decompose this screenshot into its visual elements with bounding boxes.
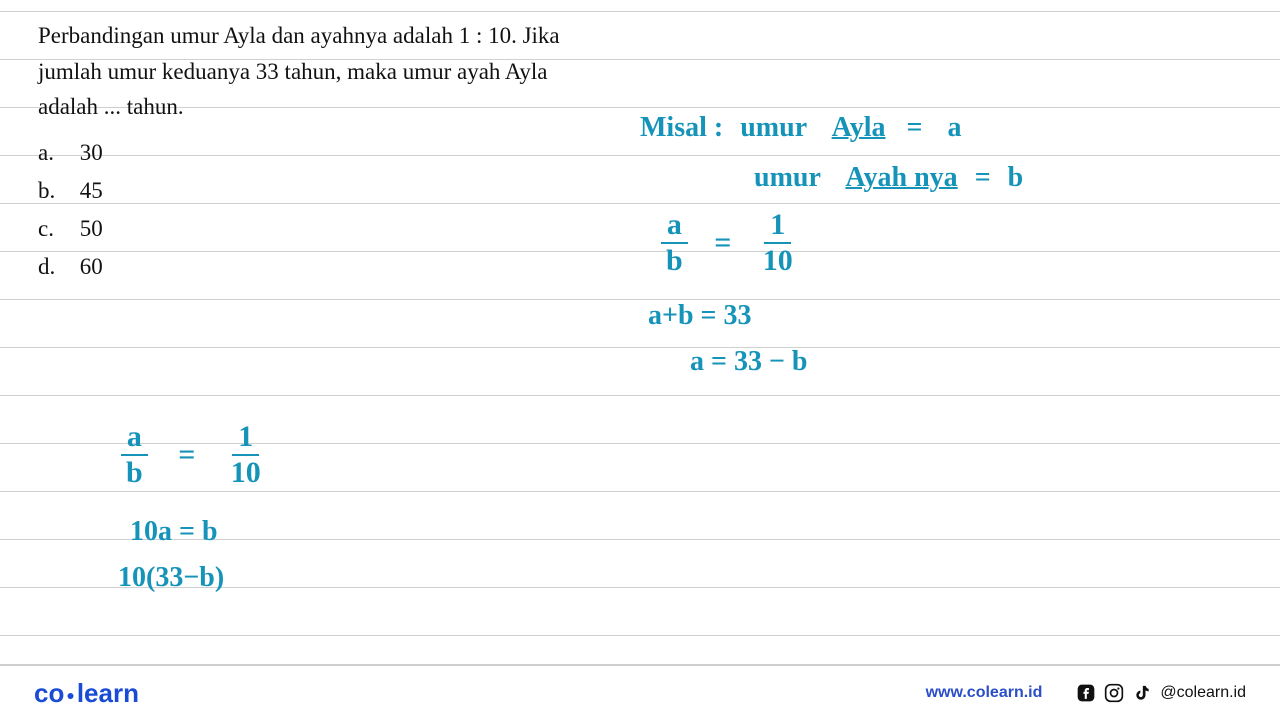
logo-learn: learn [77,678,139,708]
handwriting-fraction-left: a b = 1 10 [120,422,267,488]
handwriting-sum: a+b = 33 [648,300,751,332]
tiktok-icon [1132,683,1152,703]
option-value: 30 [80,140,103,165]
frac-num: a [661,210,688,244]
frac-den: 10 [757,244,799,276]
fraction-right: 1 10 [757,210,799,276]
option-value: 45 [80,178,103,203]
option-value: 50 [80,216,103,241]
facebook-icon [1076,683,1096,703]
option-c: c. 50 [38,210,103,248]
frac-den: b [120,456,149,488]
question-text: Perbandingan umur Ayla dan ayahnya adala… [38,18,598,125]
fraction-left2: a b [120,422,149,488]
handwriting-misal-line1: Misal : umur Ayla = a [640,112,962,144]
frac-den: 10 [225,456,267,488]
hw-text: a [948,112,962,143]
frac-num: 1 [764,210,791,244]
hw-text: Ayah nya [845,162,957,193]
hw-text: umur [754,162,820,193]
option-letter: d. [38,248,74,286]
footer-handle: @colearn.id [1160,684,1246,702]
option-letter: b. [38,172,74,210]
handwriting-a-expr: a = 33 − b [690,346,807,378]
fraction-left: a b [660,210,689,276]
footer-socials: @colearn.id [1076,683,1246,703]
footer-right: www.colearn.id @colearn.id [926,683,1246,703]
option-d: d. 60 [38,248,103,286]
frac-den: b [660,244,689,276]
instagram-icon [1104,683,1124,703]
hw-text: Misal : [640,112,723,143]
hw-text: = [178,438,195,471]
frac-num: a [121,422,148,456]
handwriting-misal-line2: umur Ayah nya = b [754,162,1023,194]
fraction-right2: 1 10 [225,422,267,488]
footer-bar: co●learn www.colearn.id @colearn.id [0,664,1280,720]
logo-co: co [34,678,64,708]
footer-url: www.colearn.id [926,684,1043,702]
hw-text: = [975,162,991,193]
option-letter: a. [38,134,74,172]
handwriting-10a: 10a = b [130,516,218,548]
hw-text: umur [740,112,806,143]
frac-num: 1 [232,422,259,456]
option-b: b. 45 [38,172,103,210]
colearn-logo: co●learn [34,678,139,709]
handwriting-fraction-ab: a b = 1 10 [660,210,799,276]
logo-dot-icon: ● [66,687,74,703]
handwriting-10-33-b: 10(33−b) [118,562,224,594]
option-letter: c. [38,210,74,248]
option-a: a. 30 [38,134,103,172]
option-value: 60 [80,254,103,279]
hw-text: = [714,226,731,259]
hw-text: b [1008,162,1024,193]
hw-text: Ayla [832,112,886,143]
answer-options: a. 30 b. 45 c. 50 d. 60 [38,134,103,286]
hw-text: = [907,112,923,143]
